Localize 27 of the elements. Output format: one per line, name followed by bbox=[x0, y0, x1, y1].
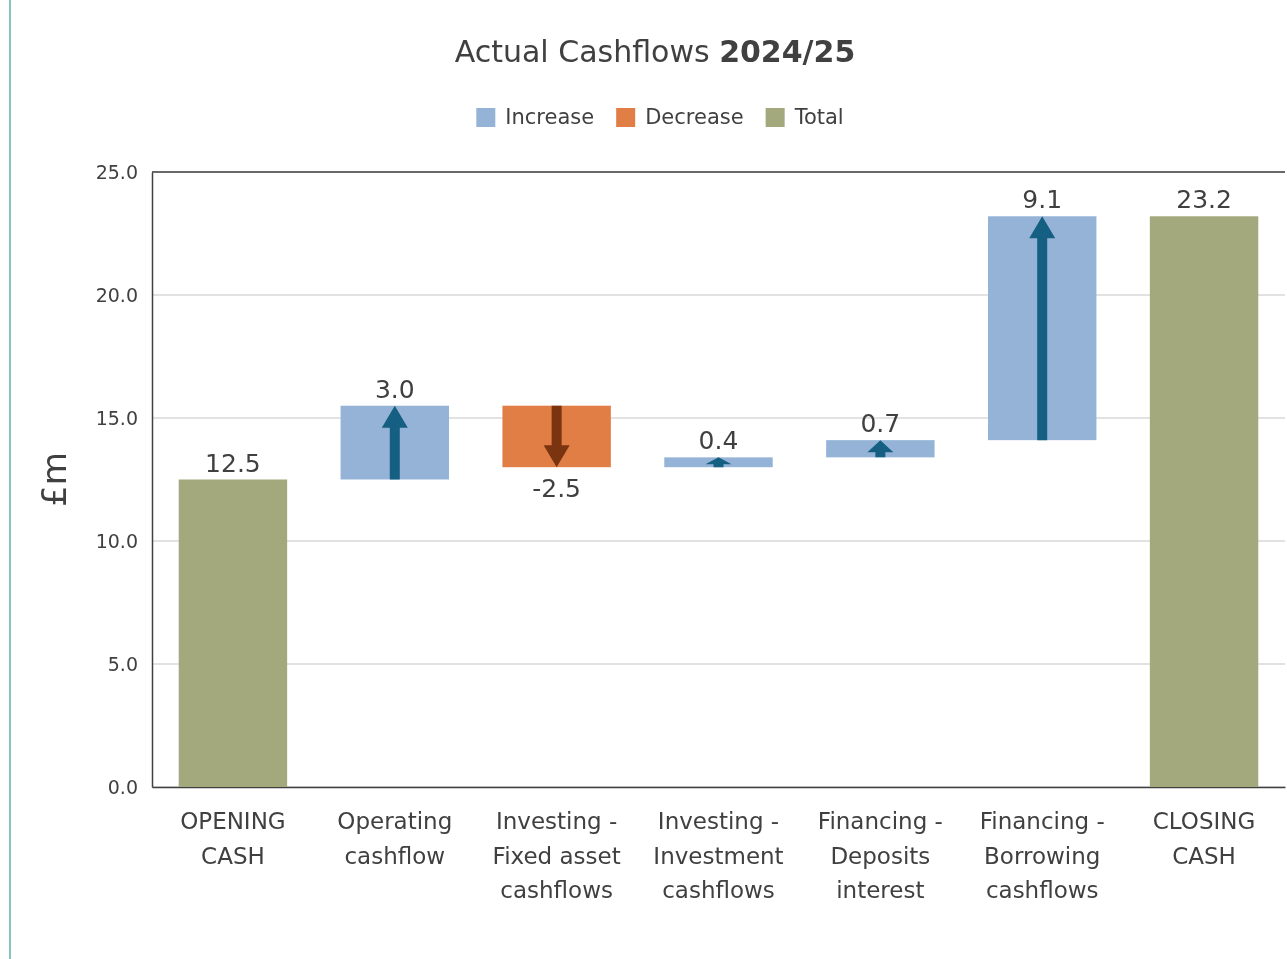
data-label: 23.2 bbox=[1176, 185, 1232, 215]
y-axis-title: £m bbox=[34, 452, 74, 507]
data-label: 0.7 bbox=[860, 409, 901, 439]
x-tick-label: Investing - Investment cashflows bbox=[653, 808, 784, 904]
y-tick-label: 15.0 bbox=[95, 406, 138, 429]
y-tick-label: 20.0 bbox=[95, 283, 138, 306]
legend-label: Decrease bbox=[645, 105, 744, 129]
y-tick-label: 5.0 bbox=[107, 652, 138, 675]
x-tick-label: OPENING CASH bbox=[180, 808, 286, 869]
x-tick-label: Financing - Borrowing cashflows bbox=[979, 808, 1105, 904]
y-tick-label: 25.0 bbox=[95, 160, 138, 183]
chart-title: Actual Cashflows 2024/25 bbox=[454, 34, 856, 69]
data-label: 9.1 bbox=[1022, 185, 1063, 215]
data-label: 3.0 bbox=[374, 374, 415, 404]
x-tick-label: Operating cashflow bbox=[337, 808, 453, 869]
data-label: 12.5 bbox=[205, 448, 261, 478]
x-tick-label: Financing - Deposits interest bbox=[817, 808, 943, 904]
y-tick-label: 10.0 bbox=[95, 529, 138, 552]
bar bbox=[1149, 216, 1259, 787]
legend-label: Increase bbox=[505, 105, 595, 129]
x-tick-label: Investing - Fixed asset cashflows bbox=[492, 808, 621, 904]
x-tick-label: CLOSING CASH bbox=[1152, 808, 1256, 869]
data-label: 0.4 bbox=[698, 426, 739, 456]
legend-label: Total bbox=[793, 105, 844, 129]
bar bbox=[178, 479, 288, 787]
y-tick-label: 0.0 bbox=[107, 775, 138, 798]
data-label: -2.5 bbox=[532, 474, 582, 504]
